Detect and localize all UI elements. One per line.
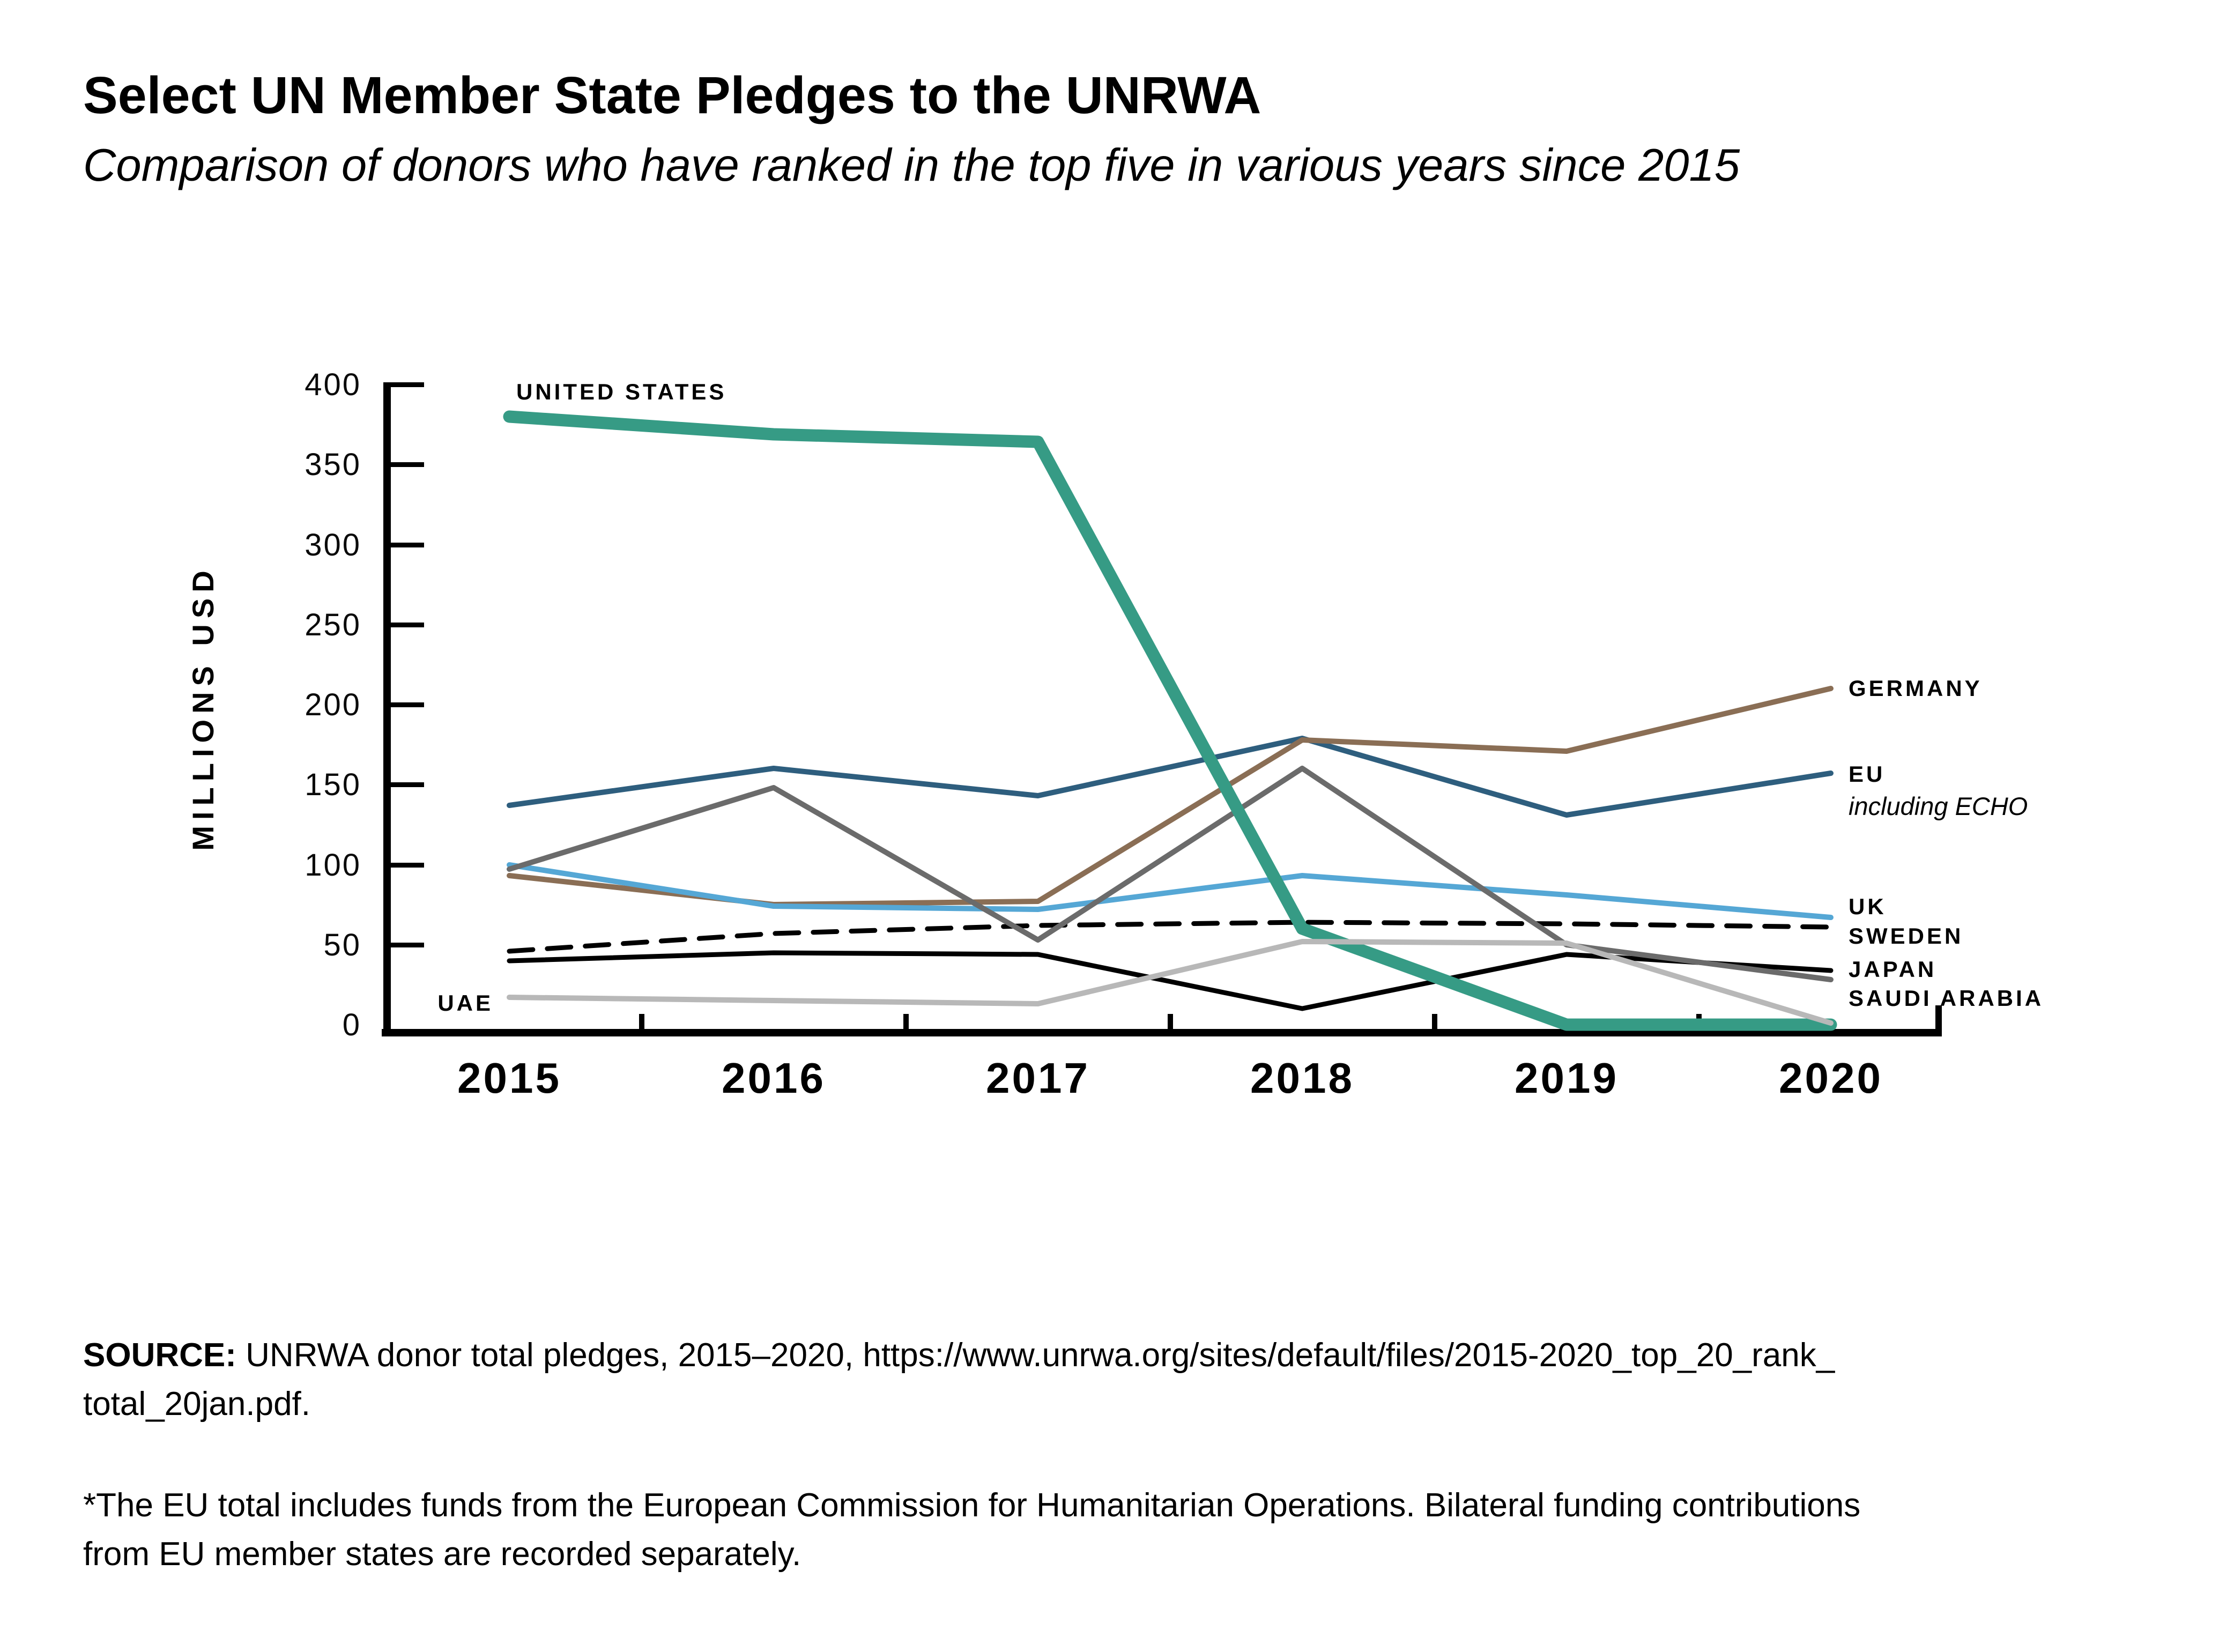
x-tick xyxy=(1168,1014,1173,1029)
series-line-germany xyxy=(507,686,1834,907)
source-note: SOURCE: UNRWA donor total pledges, 2015–… xyxy=(83,1331,2185,1428)
series-label-united-states: UNITED STATES xyxy=(516,379,726,404)
source-line1: UNRWA donor total pledges, 2015–2020, ht… xyxy=(246,1337,1835,1374)
y-tick xyxy=(391,943,424,947)
footnote-line1: *The EU total includes funds from the Eu… xyxy=(83,1487,1861,1524)
series-line-uae xyxy=(507,939,1834,1026)
x-year-label: 2020 xyxy=(1779,1054,1883,1102)
source-line2: total_20jan.pdf. xyxy=(83,1386,311,1423)
footnote-line2: from EU member states are recorded separ… xyxy=(83,1536,801,1573)
x-axis-line xyxy=(382,1029,1942,1036)
y-tick xyxy=(391,382,424,387)
chart-series-lines xyxy=(503,410,1837,1031)
x-year-label: 2018 xyxy=(1250,1054,1354,1102)
x-tick xyxy=(1432,1014,1437,1029)
y-tick-label: 50 xyxy=(323,928,361,962)
y-tick-label: 250 xyxy=(305,608,361,642)
eu-footnote: *The EU total includes funds from the Eu… xyxy=(83,1481,2185,1579)
y-tick-label: 400 xyxy=(305,367,361,402)
x-year-label: 2019 xyxy=(1515,1054,1619,1102)
series-line-saudi_arabia xyxy=(507,766,1834,982)
series-label-uk: UK xyxy=(1849,894,1887,919)
page-title: Select UN Member State Pledges to the UN… xyxy=(83,66,1261,124)
y-tick-label: 150 xyxy=(305,767,361,802)
series-label-saudi-arabia: SAUDI ARABIA xyxy=(1849,986,2044,1011)
series-line-sweden xyxy=(507,920,1834,954)
series-note-eu-echo: including ECHO xyxy=(1849,792,2028,820)
series-label-germany: GERMANY xyxy=(1849,676,1983,701)
y-tick xyxy=(391,863,424,868)
y-tick-label: 0 xyxy=(343,1008,361,1042)
y-tick-label: 200 xyxy=(305,687,361,722)
series-line-eu xyxy=(507,736,1834,818)
page-subtitle: Comparison of donors who have ranked in … xyxy=(83,140,1740,191)
y-tick xyxy=(391,623,424,627)
x-year-label: 2017 xyxy=(986,1054,1090,1102)
series-label-sweden: SWEDEN xyxy=(1849,923,1963,949)
x-tick xyxy=(639,1014,644,1029)
y-tick xyxy=(391,462,424,467)
x-axis-end-tick xyxy=(1935,1005,1942,1036)
x-year-label: 2016 xyxy=(722,1054,826,1102)
y-tick xyxy=(391,782,424,787)
series-label-japan: JAPAN xyxy=(1849,957,1936,982)
series-label-uae: UAE xyxy=(437,990,493,1016)
y-axis-title: MILLIONS USD xyxy=(186,565,220,850)
x-tick xyxy=(903,1014,909,1029)
y-tick-label: 350 xyxy=(305,447,361,482)
x-year-label: 2015 xyxy=(457,1054,561,1102)
y-tick-label: 100 xyxy=(305,848,361,883)
series-line-uk xyxy=(507,862,1834,920)
y-tick xyxy=(391,702,424,707)
series-line-united_states xyxy=(503,410,1837,1031)
chart-axes: 0 50 100 150 200 250 300 350 400 2015 2016 2017 2018… xyxy=(305,367,1942,1102)
source-label: SOURCE: xyxy=(83,1337,236,1374)
series-label-eu: EU xyxy=(1849,761,1885,787)
y-tick-label: 300 xyxy=(305,528,361,562)
y-tick xyxy=(391,543,424,547)
y-axis-line xyxy=(383,382,391,1036)
